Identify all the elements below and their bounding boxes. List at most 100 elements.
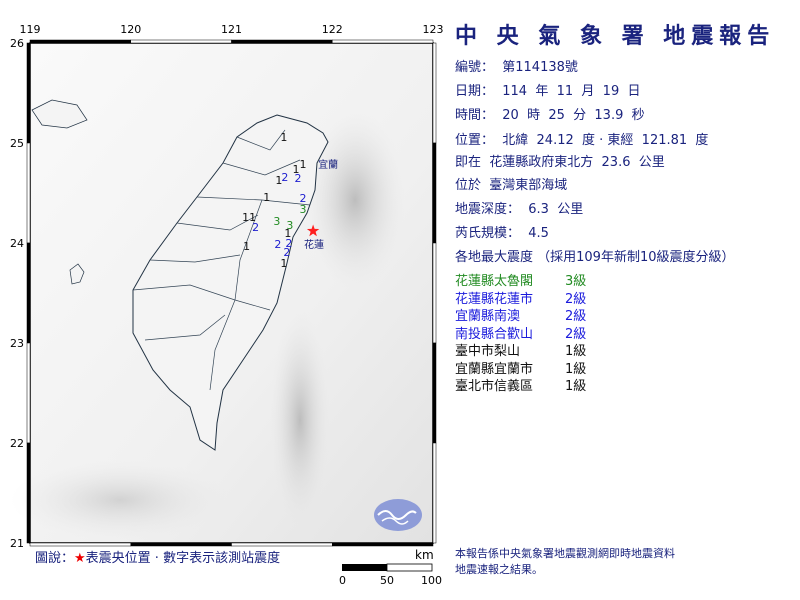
report-time: 時間： 20 時 25 分 13.9 秒 bbox=[455, 108, 645, 123]
footnote-line-1: 本報告係中央氣象署地震觀測網即時地震資料 bbox=[455, 547, 675, 560]
china-coast bbox=[31, 99, 88, 129]
frame-segment-bottom bbox=[231, 542, 333, 547]
intensity-level: 2級 bbox=[565, 326, 587, 342]
lon-tick-label: 121 bbox=[221, 23, 242, 36]
intensity-place: 臺中市梨山 bbox=[455, 344, 521, 359]
report-location: 位置： 北緯 24.12 度 · 東經 121.81 度 bbox=[455, 133, 709, 148]
station-intensity-3: 3 bbox=[300, 203, 307, 216]
frame-segment-right bbox=[432, 242, 437, 344]
lon-tick-label: 119 bbox=[20, 23, 41, 36]
report-date: 日期： 114 年 11 月 19 日 bbox=[455, 84, 641, 99]
intensity-row: 宜蘭縣南澳 2級 bbox=[455, 305, 586, 324]
station-intensity-1: 1 bbox=[280, 131, 287, 144]
report-relative-location: 即在 花蓮縣政府東北方 23.6 公里 bbox=[455, 155, 665, 170]
intensity-level: 3級 bbox=[565, 274, 587, 289]
station-intensity-1: 1 bbox=[275, 174, 282, 187]
intensity-row: 臺北市信義區 1級 bbox=[455, 375, 586, 394]
lon-tick-label: 123 bbox=[423, 23, 444, 36]
frame-segment-bottom bbox=[130, 542, 232, 547]
lat-tick-label: 21 bbox=[10, 537, 24, 550]
station-intensity-1: 1 bbox=[242, 211, 249, 224]
intensity-level: 2級 bbox=[565, 309, 587, 324]
star-icon: ★ bbox=[74, 551, 86, 566]
report-region: 位於 臺灣東部海域 bbox=[455, 178, 568, 193]
station-intensity-3: 3 bbox=[273, 215, 280, 228]
intensity-row: 花蓮縣太魯閣 3級 bbox=[455, 270, 586, 289]
station-intensity-3: 3 bbox=[286, 219, 293, 232]
intensity-level: 1級 bbox=[565, 361, 587, 377]
intensity-row: 臺中市梨山 1級 bbox=[455, 340, 586, 359]
frame-segment-right bbox=[432, 142, 437, 244]
intensity-heading: 各地最大震度 （採用109年新制10級震度分級） bbox=[455, 250, 735, 265]
intensity-place: 南投縣合歡山 bbox=[455, 326, 534, 342]
intensity-row: 南投縣合歡山 2級 bbox=[455, 323, 586, 342]
taiwan-outline bbox=[132, 114, 329, 451]
intensity-row: 花蓮縣花蓮市 2級 bbox=[455, 288, 586, 307]
intensity-place: 臺北市信義區 bbox=[455, 379, 534, 394]
station-intensity-1: 1 bbox=[263, 191, 270, 204]
station-intensity-2: 2 bbox=[300, 192, 307, 205]
station-intensity-2: 2 bbox=[252, 221, 259, 234]
lat-tick-label: 22 bbox=[10, 437, 24, 450]
lon-tick-label: 120 bbox=[120, 23, 141, 36]
report-magnitude: 芮氏規模： 4.5 bbox=[455, 226, 549, 241]
city-label: 宜蘭 bbox=[318, 158, 338, 171]
footnote-line-2: 地震速報之結果。 bbox=[455, 563, 543, 576]
frame-segment-top bbox=[332, 39, 434, 44]
frame-segment-left bbox=[26, 142, 31, 244]
lat-tick-label: 26 bbox=[10, 37, 24, 50]
lat-tick-label: 24 bbox=[10, 237, 24, 250]
frame-segment-bottom bbox=[29, 542, 131, 547]
scale-label-50: 50 bbox=[380, 574, 394, 587]
station-intensity-1: 1 bbox=[284, 227, 291, 240]
frame-segment-left bbox=[26, 242, 31, 344]
cwa-logo bbox=[374, 499, 422, 531]
station-intensity-1: 1 bbox=[249, 211, 256, 224]
frame-segment-top bbox=[29, 39, 131, 44]
epicenter-star-icon bbox=[306, 224, 320, 237]
county-borders bbox=[132, 129, 311, 391]
scale-bar-white bbox=[386, 563, 433, 572]
scale-label-100: 100 bbox=[421, 574, 442, 587]
scale-unit: km bbox=[415, 548, 434, 562]
report-number: 編號： 第114138號 bbox=[455, 60, 578, 75]
scale-bar-black bbox=[342, 564, 387, 571]
scale-label-0: 0 bbox=[339, 574, 346, 587]
lat-tick-label: 25 bbox=[10, 137, 24, 150]
city-label: 花蓮 bbox=[304, 238, 324, 251]
station-intensity-2: 2 bbox=[294, 172, 301, 185]
frame-segment-bottom bbox=[332, 542, 434, 547]
station-intensity-2: 2 bbox=[274, 238, 281, 251]
intensity-row: 宜蘭縣宜蘭市 1級 bbox=[455, 358, 586, 377]
station-intensity-2: 2 bbox=[283, 246, 290, 259]
station-intensity-1: 1 bbox=[280, 257, 287, 270]
frame-segment-top bbox=[231, 39, 333, 44]
frame-segment-right bbox=[432, 42, 437, 144]
lat-tick-label: 23 bbox=[10, 337, 24, 350]
station-intensity-2: 2 bbox=[281, 171, 288, 184]
intensity-place: 花蓮縣太魯閣 bbox=[455, 274, 534, 289]
report-title: 中 央 氣 象 署 地震報告 bbox=[455, 24, 776, 49]
intensity-place: 宜蘭縣南澳 bbox=[455, 309, 521, 324]
penghu-islands bbox=[69, 263, 85, 285]
report-depth: 地震深度： 6.3 公里 bbox=[455, 202, 584, 217]
lon-tick-label: 122 bbox=[322, 23, 343, 36]
frame-segment-right bbox=[432, 442, 437, 544]
map-legend: 圖說：★表震央位置 · 數字表示該測站震度 bbox=[35, 551, 281, 566]
station-intensity-1: 1 bbox=[292, 163, 299, 176]
intensity-level: 1級 bbox=[565, 344, 587, 359]
frame-segment-top bbox=[130, 39, 232, 44]
frame-segment-left bbox=[26, 342, 31, 444]
frame-segment-left bbox=[26, 42, 31, 144]
intensity-place: 宜蘭縣宜蘭市 bbox=[455, 361, 534, 377]
frame-segment-right bbox=[432, 342, 437, 444]
frame-scale bbox=[26, 39, 437, 547]
intensity-place: 花蓮縣花蓮市 bbox=[455, 291, 534, 307]
intensity-level: 2級 bbox=[565, 291, 587, 307]
station-intensity-1: 1 bbox=[300, 158, 307, 171]
station-intensity-1: 1 bbox=[243, 240, 250, 253]
station-intensity-2: 2 bbox=[285, 237, 292, 250]
intensity-level: 1級 bbox=[565, 379, 587, 394]
